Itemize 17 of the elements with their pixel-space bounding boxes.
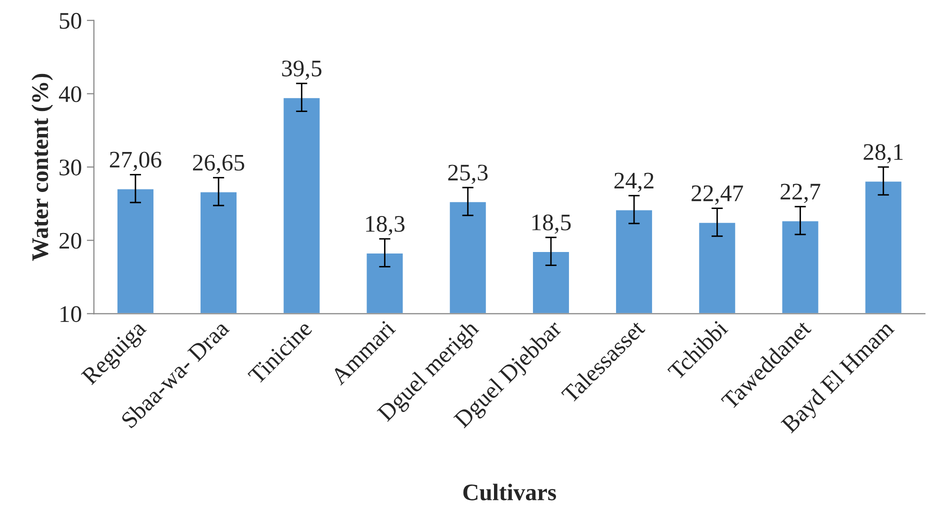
- data-label: 28,1: [864, 144, 903, 164]
- data-label: 26,65: [193, 154, 244, 174]
- y-tick-label: 40: [58, 86, 82, 102]
- data-label: 22,47: [692, 185, 744, 205]
- y-tick-label: 50: [60, 12, 82, 29]
- y-tick-label: 30: [60, 160, 82, 176]
- data-label: 18,5: [532, 214, 571, 234]
- y-tick-label: 20: [60, 232, 82, 249]
- data-label: 25,3: [448, 164, 488, 184]
- y-tick-label: 10: [60, 306, 82, 322]
- data-label: 39,5: [282, 60, 322, 80]
- data-label: 18,3: [366, 216, 404, 236]
- data-label: 27,06: [110, 152, 162, 172]
- data-label: 24,2: [614, 172, 654, 192]
- x-axis-title: Cultivars: [463, 484, 556, 500]
- y-axis-title: Water content (%): [32, 74, 53, 261]
- data-label: 22,7: [780, 184, 820, 204]
